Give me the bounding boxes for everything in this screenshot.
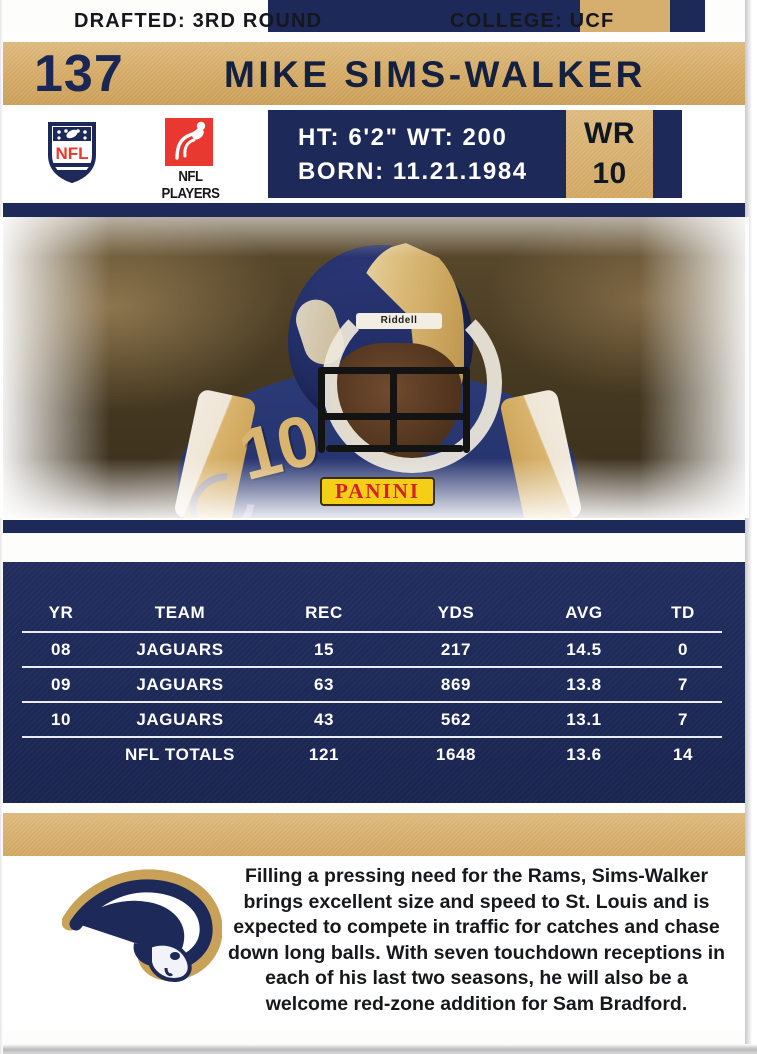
- table-row-totals: NFL TOTALS 121 1648 13.6 14: [22, 737, 722, 771]
- player-photo: 10 Riddell: [0, 217, 749, 518]
- cell-td: 7: [677, 674, 689, 694]
- cell-avg: 14.5: [566, 639, 602, 659]
- stats-table-body: 08 JAGUARS 15 217 14.5 0 09 JAGUARS 63 8…: [22, 632, 722, 771]
- riddell-brand-label: Riddell: [356, 313, 442, 329]
- cell-yds: 1648: [435, 744, 477, 764]
- col-header-yds: YDS: [437, 603, 475, 622]
- cell-yr: 09: [50, 674, 72, 694]
- top-edge-gold-strip: [580, 0, 670, 32]
- rams-team-logo: [62, 869, 222, 983]
- table-row: 09 JAGUARS 63 869 13.8 7: [22, 667, 722, 702]
- draft-college-bar: [0, 813, 749, 856]
- table-row: 10 JAGUARS 43 562 13.1 7: [22, 702, 722, 737]
- cell-avg: 13.8: [566, 674, 602, 694]
- cell-avg: 13.1: [566, 709, 602, 729]
- nfl-players-label: NFL PLAYERS: [161, 168, 220, 202]
- card-bottom-edge: [0, 1044, 757, 1054]
- stats-block: YR TEAM REC YDS AVG TD 08 JAGUARS 15 217…: [0, 562, 749, 803]
- cell-yr: [22, 737, 100, 771]
- born-text: BORN: 11.21.1984: [298, 158, 528, 185]
- col-header-team: TEAM: [154, 603, 206, 622]
- position-number-box: WR 10: [566, 110, 653, 198]
- card-left-edge: [0, 0, 3, 1054]
- photo-fade-top: [0, 217, 749, 257]
- card-right-edge: [745, 0, 757, 1054]
- cell-rec: 63: [313, 674, 335, 694]
- nfl-shield-icon: NFL: [48, 122, 96, 183]
- nfl-players-icon: [165, 118, 213, 166]
- facemask-bar: [463, 367, 470, 453]
- cell-yr: 10: [50, 709, 72, 729]
- cell-td: 0: [677, 639, 689, 659]
- cell-yds: 869: [440, 674, 472, 694]
- col-header-avg: AVG: [565, 603, 603, 622]
- facemask-bar: [390, 367, 397, 453]
- college-text: COLLEGE: UCF: [450, 10, 615, 32]
- panini-logo: PANINI: [320, 477, 435, 506]
- panini-logo-text: PANINI: [334, 479, 421, 503]
- facemask-bar: [318, 367, 325, 453]
- position-text: WR: [584, 117, 635, 150]
- cell-team: NFL TOTALS: [125, 744, 235, 764]
- cell-yds: 562: [440, 709, 472, 729]
- cell-rec: 121: [308, 744, 340, 764]
- player-name: MIKE SIMS-WALKER: [224, 54, 646, 95]
- cell-td: 7: [677, 709, 689, 729]
- jersey-number-text: 10: [592, 157, 627, 190]
- cell-team: JAGUARS: [136, 674, 224, 694]
- col-header-yr: YR: [48, 603, 74, 622]
- stats-header-row: YR TEAM REC YDS AVG TD: [22, 600, 722, 632]
- svg-text:NFL: NFL: [55, 144, 88, 163]
- navy-rule-upper: [0, 203, 749, 217]
- cell-avg: 13.6: [566, 744, 602, 764]
- navy-rule-lower: [0, 520, 749, 533]
- cell-td: 14: [672, 744, 694, 764]
- cell-rec: 15: [313, 639, 335, 659]
- stats-table: YR TEAM REC YDS AVG TD 08 JAGUARS 15 217…: [22, 600, 722, 771]
- stats-table-head: YR TEAM REC YDS AVG TD: [22, 600, 722, 632]
- cell-yds: 217: [440, 639, 472, 659]
- top-white-gap: [0, 32, 757, 42]
- cell-team: JAGUARS: [136, 709, 224, 729]
- drafted-text: DRAFTED: 3RD ROUND: [74, 10, 323, 32]
- player-bio: Filling a pressing need for the Rams, Si…: [227, 865, 726, 1015]
- col-header-rec: REC: [305, 603, 343, 622]
- title-bar: [0, 42, 749, 105]
- cell-rec: 43: [313, 709, 335, 729]
- card-number: 137: [34, 45, 124, 103]
- cell-team: JAGUARS: [136, 639, 224, 659]
- col-header-td: TD: [671, 603, 695, 622]
- cell-yr: 08: [50, 639, 72, 659]
- table-row: 08 JAGUARS 15 217 14.5 0: [22, 632, 722, 667]
- height-weight-text: HT: 6'2" WT: 200: [298, 124, 508, 151]
